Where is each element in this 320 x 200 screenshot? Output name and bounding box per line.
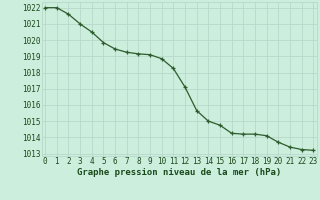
X-axis label: Graphe pression niveau de la mer (hPa): Graphe pression niveau de la mer (hPa) [77, 168, 281, 177]
